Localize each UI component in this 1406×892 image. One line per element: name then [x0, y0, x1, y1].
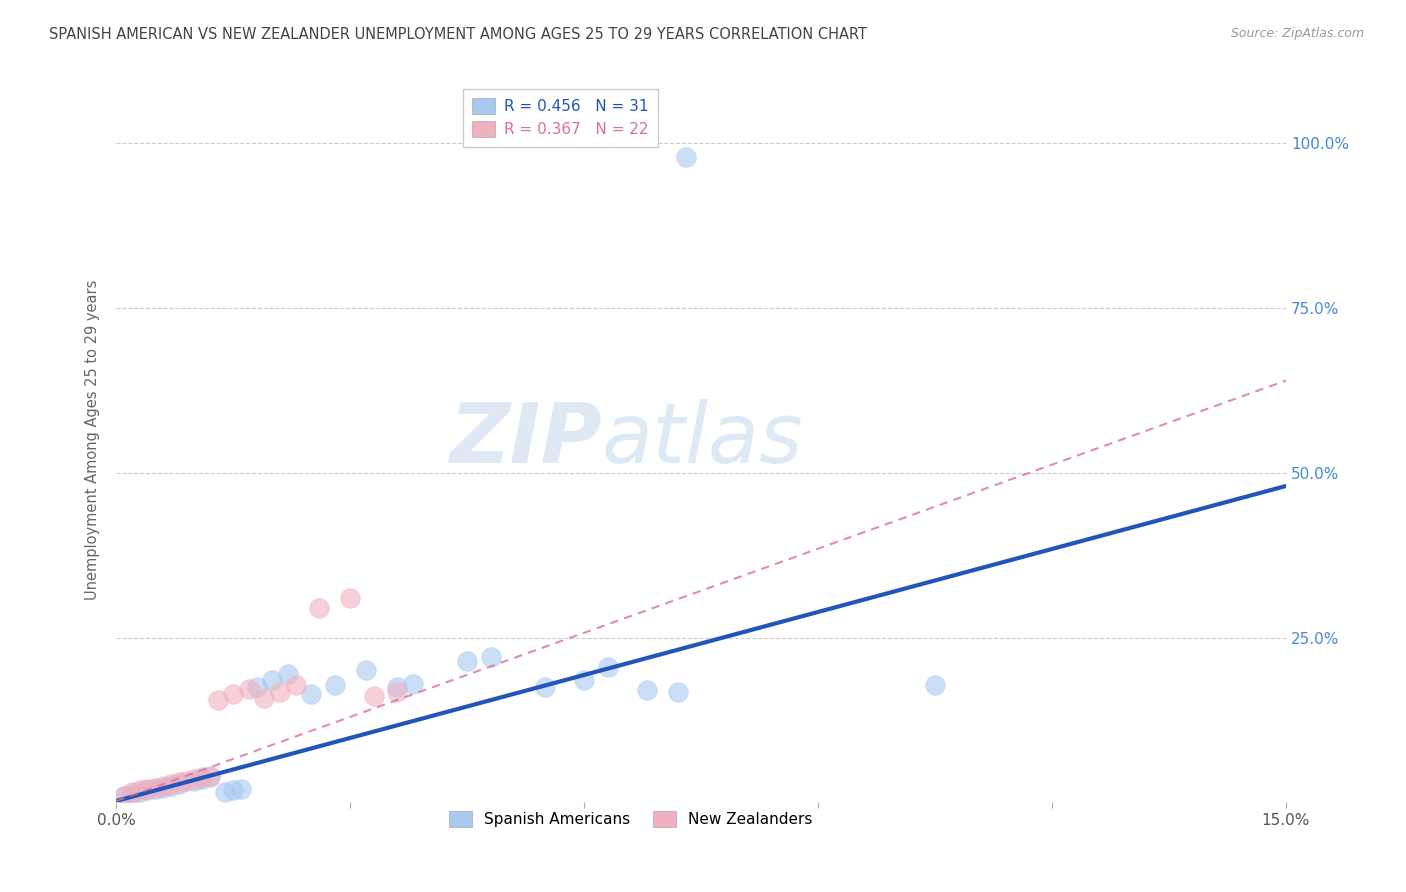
Point — [183, 772, 205, 787]
Point — [675, 149, 697, 163]
Point — [666, 684, 689, 698]
Y-axis label: Unemployment Among Ages 25 to 29 years: Unemployment Among Ages 25 to 29 years — [86, 280, 100, 600]
Point — [136, 782, 159, 797]
Point — [112, 789, 135, 803]
Point — [152, 780, 174, 795]
Point — [308, 600, 330, 615]
Point — [160, 777, 183, 791]
Point — [238, 681, 260, 696]
Point — [924, 678, 946, 692]
Point — [191, 770, 214, 784]
Point — [262, 673, 284, 688]
Point — [277, 666, 299, 681]
Point — [246, 680, 269, 694]
Point — [214, 785, 236, 799]
Legend: Spanish Americans, New Zealanders: Spanish Americans, New Zealanders — [441, 803, 821, 835]
Point — [121, 788, 143, 802]
Point — [198, 770, 221, 784]
Point — [572, 673, 595, 688]
Point — [253, 691, 276, 706]
Point — [596, 660, 619, 674]
Text: SPANISH AMERICAN VS NEW ZEALANDER UNEMPLOYMENT AMONG AGES 25 TO 29 YEARS CORRELA: SPANISH AMERICAN VS NEW ZEALANDER UNEMPL… — [49, 27, 868, 42]
Point — [143, 782, 166, 797]
Point — [299, 687, 322, 701]
Point — [152, 779, 174, 793]
Point — [167, 777, 190, 791]
Point — [269, 684, 291, 698]
Point — [207, 693, 229, 707]
Point — [479, 650, 502, 665]
Point — [385, 680, 408, 694]
Point — [385, 684, 408, 698]
Point — [636, 683, 658, 698]
Point — [222, 687, 245, 701]
Text: ZIP: ZIP — [449, 400, 602, 481]
Point — [198, 769, 221, 783]
Point — [128, 785, 150, 799]
Point — [222, 783, 245, 797]
Point — [112, 789, 135, 803]
Point — [363, 689, 385, 703]
Point — [136, 783, 159, 797]
Point — [128, 783, 150, 797]
Point — [401, 676, 423, 690]
Point — [323, 678, 346, 692]
Point — [229, 782, 252, 797]
Point — [183, 774, 205, 789]
Point — [143, 780, 166, 795]
Point — [284, 678, 307, 692]
Point — [354, 664, 377, 678]
Text: Source: ZipAtlas.com: Source: ZipAtlas.com — [1230, 27, 1364, 40]
Point — [160, 779, 183, 793]
Point — [534, 680, 557, 694]
Point — [121, 785, 143, 799]
Point — [176, 774, 198, 789]
Point — [339, 591, 361, 605]
Text: atlas: atlas — [602, 400, 803, 481]
Point — [456, 654, 478, 668]
Point — [191, 772, 214, 787]
Point — [167, 775, 190, 789]
